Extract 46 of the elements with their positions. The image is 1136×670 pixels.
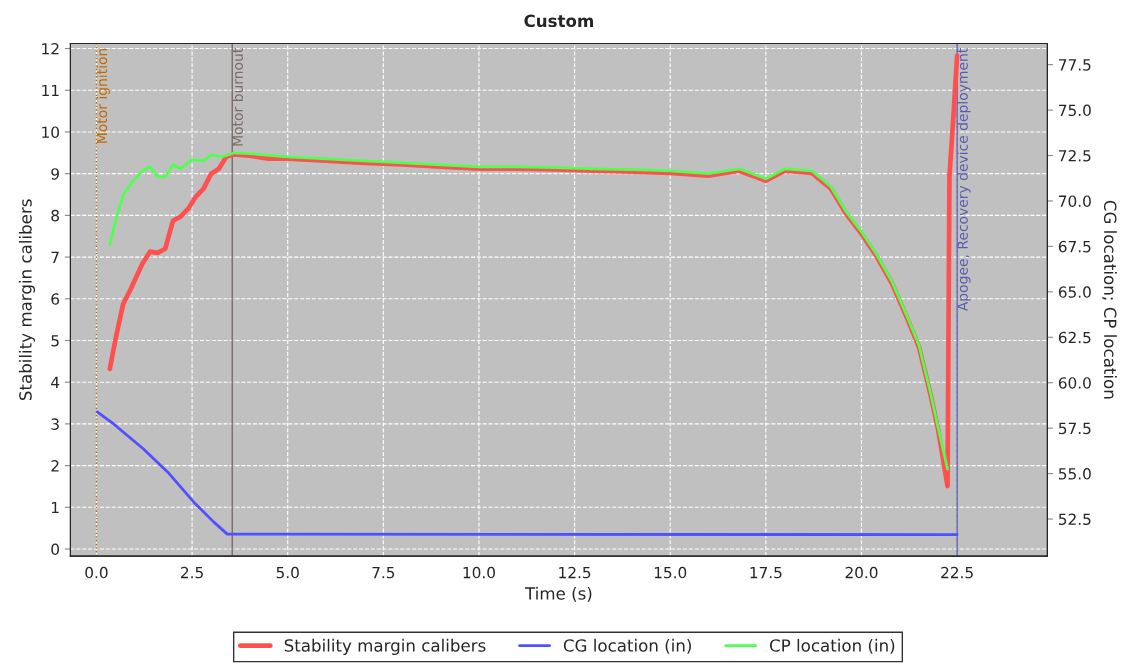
- x-tick-label: 5.0: [276, 566, 299, 579]
- y2-tick-label: 57.5: [1058, 422, 1091, 435]
- line-series: [95, 410, 959, 537]
- y-tick-label: 7: [51, 251, 59, 263]
- x-tick-label: 17.5: [750, 566, 782, 579]
- y-tick-label: 10: [42, 126, 59, 138]
- y-tick-label: 1: [51, 501, 59, 514]
- legend-label: Stability margin calibers: [284, 638, 486, 655]
- legend-label: CP location (in): [769, 638, 895, 654]
- x-tick-label: 7.5: [372, 566, 395, 579]
- y-tick-label: 2: [51, 460, 59, 472]
- chart-title: Custom: [524, 14, 593, 28]
- y-axis-title: Stability margin calibers: [18, 199, 36, 401]
- y-tick-label: 8: [51, 209, 59, 222]
- y-tick-label: 3: [51, 418, 59, 430]
- y2-tick-label: 77.5: [1059, 59, 1091, 71]
- x-tick-label: 22.5: [941, 566, 973, 579]
- x-tick-label: 0.0: [85, 566, 108, 579]
- y-tick-label: 0: [51, 543, 59, 556]
- line-series: [108, 151, 949, 471]
- x-tick-label: 10.0: [463, 566, 495, 579]
- x-tick-label: 2.5: [181, 566, 203, 579]
- x-tick-label: 12.5: [559, 566, 591, 579]
- y2-tick-label: 72.5: [1059, 149, 1091, 162]
- y2-tick-label: 67.5: [1058, 240, 1091, 253]
- y2-tick-label: 60.0: [1058, 377, 1091, 389]
- y2-tick-label: 62.5: [1058, 331, 1091, 344]
- y2-tick-label: 55.0: [1058, 468, 1091, 480]
- ref-line-label: Motor burnout: [232, 48, 243, 146]
- y-tick-label: 5: [51, 335, 59, 347]
- legend-label: CG location (in): [563, 638, 691, 654]
- x-tick-label: 15.0: [654, 566, 687, 579]
- y-tick-label: 4: [51, 376, 60, 388]
- x-tick-label: 20.0: [845, 566, 878, 579]
- y-tick-label: 12: [42, 43, 59, 55]
- y-tick-label: 9: [51, 168, 59, 180]
- x-axis-title: Time (s): [524, 586, 592, 602]
- y2-tick-label: 52.5: [1058, 513, 1091, 526]
- ref-line-label: Apogee, Recovery device deployment: [957, 48, 971, 312]
- y2-tick-label: 75.0: [1059, 104, 1091, 117]
- y2-tick-label: 65.0: [1058, 286, 1091, 298]
- y2-axis-title: CG location; CP location: [1102, 200, 1117, 399]
- y-tick-label: 6: [51, 293, 60, 305]
- y-tick-label: 11: [42, 84, 59, 97]
- ref-line-label: Motor ignition: [96, 48, 110, 143]
- y2-tick-label: 70.0: [1059, 195, 1091, 207]
